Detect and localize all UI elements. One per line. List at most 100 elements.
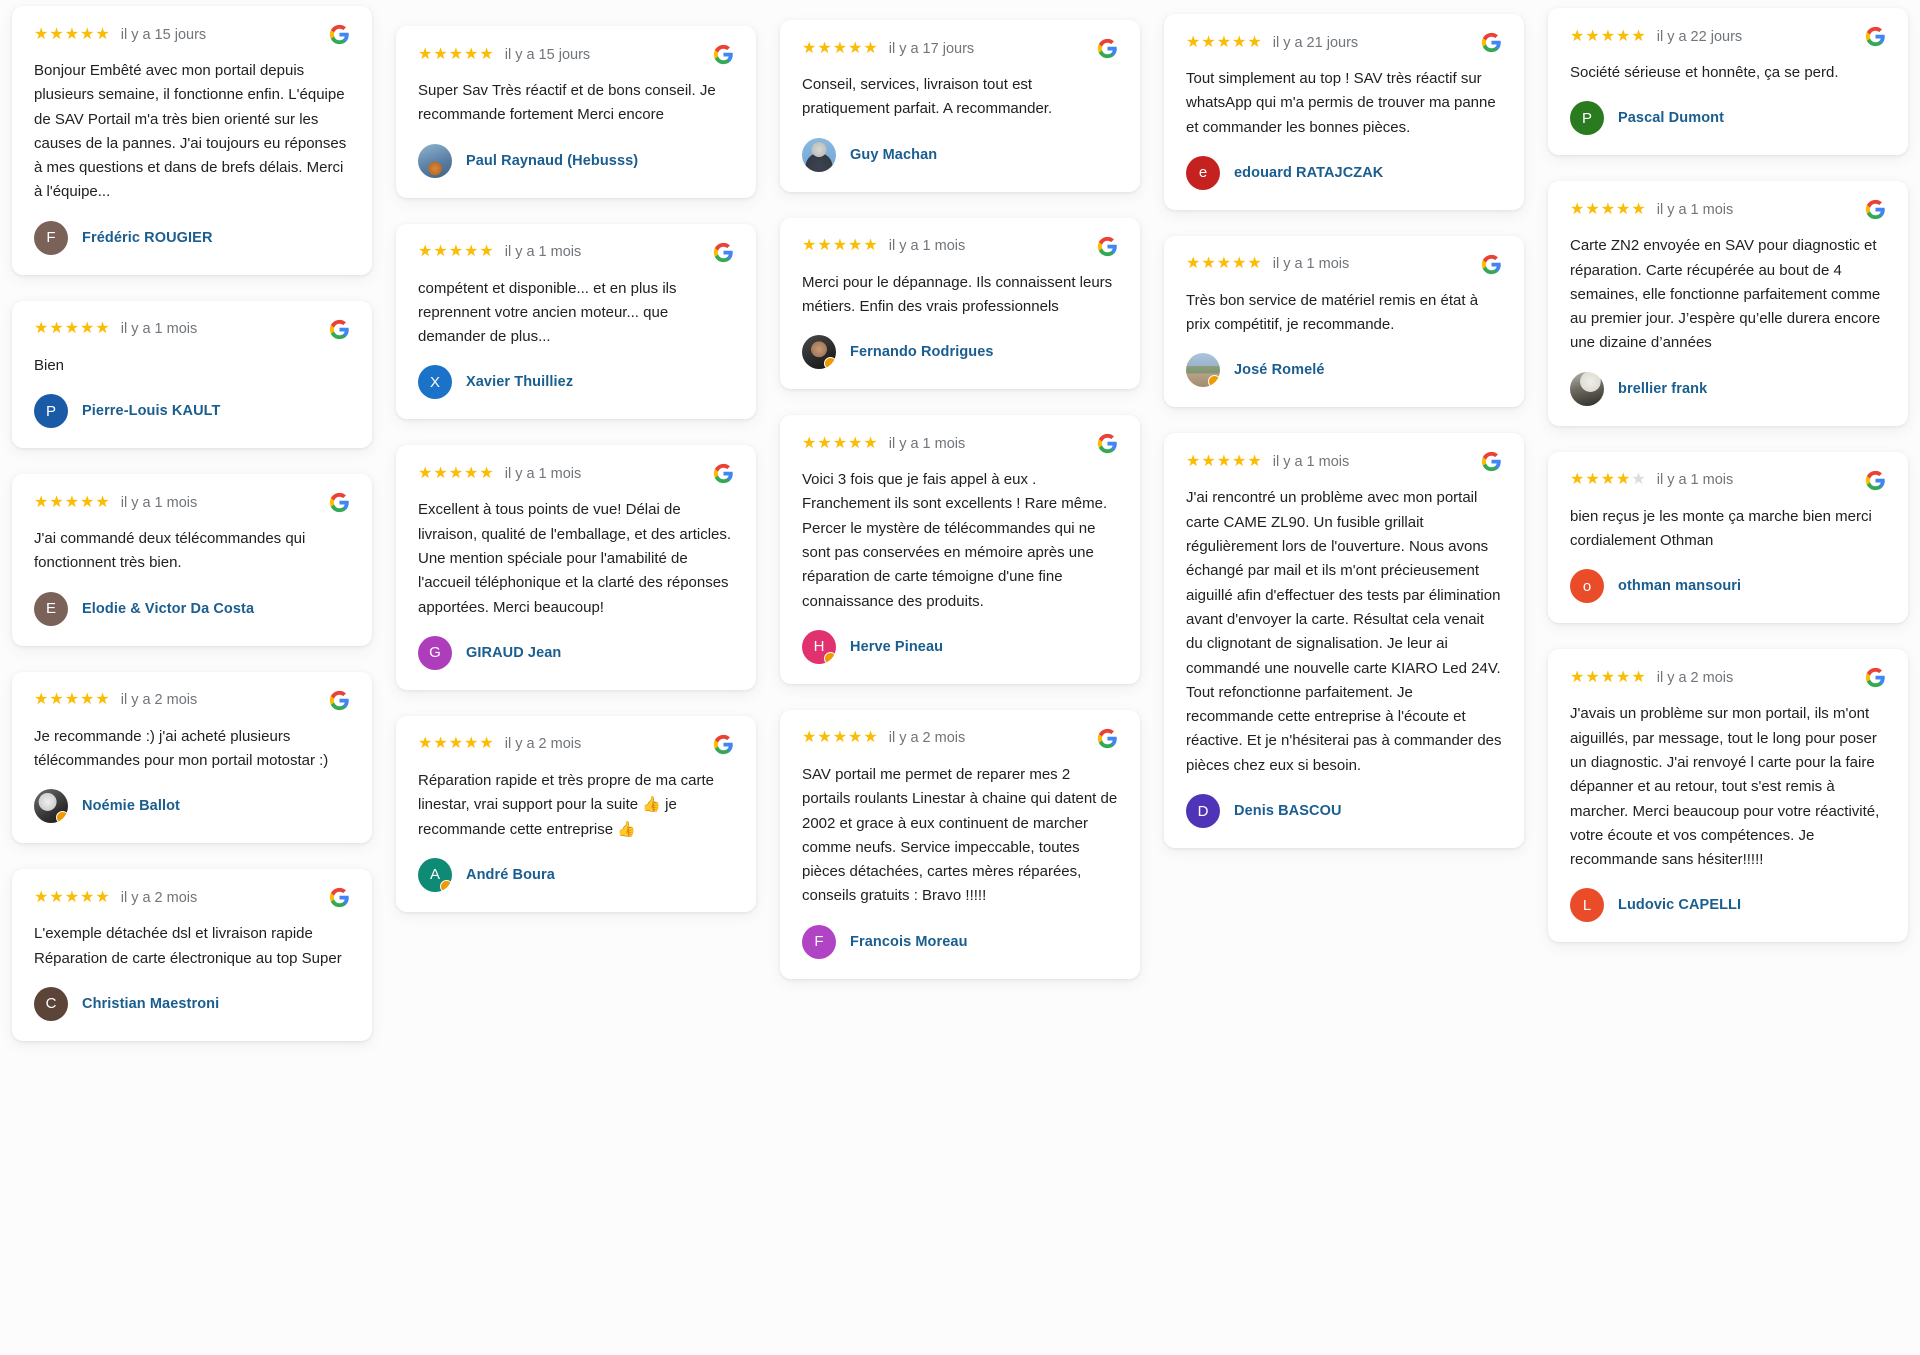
review-card-header: ★ ★ ★ ★ ★ il y a 2 mois bbox=[1570, 667, 1886, 688]
review-author[interactable]: o othman mansouri bbox=[1570, 569, 1886, 604]
review-author[interactable]: José Romelé bbox=[1186, 353, 1502, 388]
star-rating: ★ ★ ★ ★ ★ bbox=[802, 730, 878, 746]
review-card[interactable]: ★ ★ ★ ★ ★ il y a 15 jours Bonjour Embêté avec… bbox=[12, 6, 372, 275]
review-card[interactable]: ★ ★ ★ ★ ★ il y a 1 mois J'ai rencontré un pro… bbox=[1164, 433, 1524, 849]
google-icon bbox=[713, 44, 734, 65]
star-filled-icon: ★ bbox=[418, 464, 433, 482]
review-card[interactable]: ★ ★ ★ ★ ★ il y a 17 jours Conseil, services, … bbox=[780, 20, 1140, 192]
star-filled-icon: ★ bbox=[64, 493, 80, 511]
review-card[interactable]: ★ ★ ★ ★ ★ il y a 1 mois Voici 3 fois que je f… bbox=[780, 415, 1140, 684]
rating-and-date: ★ ★ ★ ★ ★ il y a 1 mois bbox=[802, 237, 965, 255]
review-card-header: ★ ★ ★ ★ ★ il y a 1 mois bbox=[418, 242, 734, 263]
review-date: il y a 1 mois bbox=[504, 465, 582, 482]
local-guide-badge-icon bbox=[824, 651, 836, 664]
google-icon bbox=[329, 492, 350, 513]
review-card[interactable]: ★ ★ ★ ★ ★ il y a 1 mois compétent et disponib… bbox=[396, 223, 756, 420]
star-filled-icon: ★ bbox=[832, 237, 848, 255]
review-author[interactable]: H Herve Pineau bbox=[802, 629, 1118, 664]
review-author[interactable]: E Elodie & Victor Da Costa bbox=[34, 591, 350, 626]
star-filled-icon: ★ bbox=[64, 25, 80, 43]
author-name[interactable]: Christian Maestroni bbox=[82, 995, 220, 1012]
author-name[interactable]: Denis BASCOU bbox=[1234, 803, 1342, 820]
review-card-header: ★ ★ ★ ★ ★ il y a 1 mois bbox=[802, 236, 1118, 257]
rating-and-date: ★ ★ ★ ★ ★ il y a 1 mois bbox=[1570, 201, 1733, 218]
review-author[interactable]: D Denis BASCOU bbox=[1186, 794, 1502, 829]
author-name[interactable]: André Boura bbox=[466, 866, 555, 883]
google-icon bbox=[1865, 470, 1886, 491]
review-date: il y a 1 mois bbox=[1272, 256, 1350, 273]
author-name[interactable]: edouard RATAJCZAK bbox=[1234, 164, 1384, 181]
review-author[interactable]: Paul Raynaud (Hebusss) bbox=[418, 143, 734, 178]
author-name[interactable]: Xavier Thuilliez bbox=[466, 374, 574, 391]
rating-and-date: ★ ★ ★ ★ ★ il y a 21 jours bbox=[1186, 34, 1358, 51]
review-date: il y a 1 mois bbox=[1272, 453, 1350, 470]
author-name[interactable]: Paul Raynaud (Hebusss) bbox=[466, 152, 639, 169]
author-name[interactable]: Pascal Dumont bbox=[1618, 110, 1725, 127]
review-card-header: ★ ★ ★ ★ ★ il y a 1 mois bbox=[1570, 470, 1886, 491]
review-author[interactable]: F Frédéric ROUGIER bbox=[34, 220, 350, 255]
author-name[interactable]: Pierre-Louis KAULT bbox=[82, 403, 221, 420]
review-author[interactable]: brellier frank bbox=[1570, 371, 1886, 406]
author-name[interactable]: Francois Moreau bbox=[850, 933, 968, 950]
rating-and-date: ★ ★ ★ ★ ★ il y a 2 mois bbox=[34, 692, 197, 709]
review-card[interactable]: ★ ★ ★ ★ ★ il y a 15 jours Super Sav Très réac… bbox=[396, 26, 756, 198]
review-author[interactable]: F Francois Moreau bbox=[802, 924, 1118, 959]
review-column-1: ★ ★ ★ ★ ★ il y a 15 jours Bonjour Embêté avec… bbox=[0, 6, 384, 1067]
author-name[interactable]: GIRAUD Jean bbox=[466, 644, 562, 661]
review-card[interactable]: ★ ★ ★ ★ ★ il y a 1 mois J'ai commandé deux té… bbox=[12, 474, 372, 646]
star-filled-icon: ★ bbox=[1616, 471, 1631, 489]
star-filled-icon: ★ bbox=[848, 729, 863, 747]
author-name[interactable]: brellier frank bbox=[1618, 380, 1708, 397]
review-author[interactable]: A André Boura bbox=[418, 857, 734, 892]
review-card[interactable]: ★ ★ ★ ★ ★ il y a 21 jours Tout simplement au … bbox=[1164, 14, 1524, 210]
review-author[interactable]: Guy Machan bbox=[802, 137, 1118, 172]
star-filled-icon: ★ bbox=[464, 243, 479, 261]
author-name[interactable]: Elodie & Victor Da Costa bbox=[82, 600, 255, 617]
author-name[interactable]: Ludovic CAPELLI bbox=[1618, 897, 1742, 914]
review-author[interactable]: P Pascal Dumont bbox=[1570, 101, 1886, 136]
star-filled-icon: ★ bbox=[1600, 27, 1616, 45]
review-author[interactable]: L Ludovic CAPELLI bbox=[1570, 888, 1886, 923]
review-author[interactable]: Noémie Ballot bbox=[34, 789, 350, 824]
google-icon bbox=[1865, 26, 1886, 47]
author-name[interactable]: José Romelé bbox=[1234, 362, 1325, 379]
review-card-header: ★ ★ ★ ★ ★ il y a 1 mois bbox=[1186, 254, 1502, 275]
author-name[interactable]: Fernando Rodrigues bbox=[850, 344, 994, 361]
review-card[interactable]: ★ ★ ★ ★ ★ il y a 2 mois L'exemple détachée ds… bbox=[12, 869, 372, 1041]
google-icon bbox=[1097, 236, 1118, 257]
author-name[interactable]: othman mansouri bbox=[1618, 578, 1742, 595]
author-name[interactable]: Herve Pineau bbox=[850, 638, 944, 655]
star-rating: ★ ★ ★ ★ ★ bbox=[34, 25, 110, 43]
author-name[interactable]: Noémie Ballot bbox=[82, 798, 180, 815]
review-author[interactable]: G GIRAUD Jean bbox=[418, 635, 734, 670]
review-card-header: ★ ★ ★ ★ ★ il y a 15 jours bbox=[418, 44, 734, 65]
review-author[interactable]: e edouard RATAJCZAK bbox=[1186, 155, 1502, 190]
review-card[interactable]: ★ ★ ★ ★ ★ il y a 1 mois bien reçus je les mon… bbox=[1548, 451, 1908, 624]
review-author[interactable]: X Xavier Thuilliez bbox=[418, 365, 734, 400]
review-card[interactable]: ★ ★ ★ ★ ★ il y a 1 mois Excellent à tous poin… bbox=[396, 445, 756, 690]
review-card[interactable]: ★ ★ ★ ★ ★ il y a 2 mois Réparation rapide et … bbox=[396, 715, 756, 912]
avatar bbox=[418, 143, 452, 178]
review-author[interactable]: Fernando Rodrigues bbox=[802, 335, 1118, 370]
author-name[interactable]: Guy Machan bbox=[850, 146, 938, 163]
star-filled-icon: ★ bbox=[802, 39, 817, 57]
avatar: A bbox=[418, 857, 452, 892]
review-date: il y a 22 jours bbox=[1656, 28, 1743, 45]
review-card[interactable]: ★ ★ ★ ★ ★ il y a 22 jours Société sérieuse et… bbox=[1548, 8, 1908, 156]
author-name[interactable]: Frédéric ROUGIER bbox=[82, 229, 213, 246]
review-card[interactable]: ★ ★ ★ ★ ★ il y a 1 mois Très bon service de m… bbox=[1164, 235, 1524, 408]
review-card[interactable]: ★ ★ ★ ★ ★ il y a 2 mois SAV portail me permet… bbox=[780, 709, 1140, 979]
star-filled-icon: ★ bbox=[802, 434, 817, 452]
review-card[interactable]: ★ ★ ★ ★ ★ il y a 2 mois Je recommande :) j'ai… bbox=[12, 671, 372, 844]
review-card[interactable]: ★ ★ ★ ★ ★ il y a 2 mois J'avais un problème s… bbox=[1548, 649, 1908, 943]
google-icon bbox=[329, 24, 350, 45]
star-filled-icon: ★ bbox=[80, 25, 95, 43]
review-card[interactable]: ★ ★ ★ ★ ★ il y a 1 mois Merci pour le dépanna… bbox=[780, 217, 1140, 390]
review-text: Carte ZN2 envoyée en SAV pour diagnostic… bbox=[1570, 237, 1881, 352]
review-card[interactable]: ★ ★ ★ ★ ★ il y a 1 mois Carte ZN2 envoyée en … bbox=[1548, 181, 1908, 426]
review-text: Société sérieuse et honnête, ça se perd. bbox=[1570, 64, 1839, 81]
review-author[interactable]: P Pierre-Louis KAULT bbox=[34, 394, 350, 429]
review-card[interactable]: ★ ★ ★ ★ ★ il y a 1 mois Bien P Pierre-Louis KAU… bbox=[12, 300, 372, 449]
star-filled-icon: ★ bbox=[1186, 452, 1201, 470]
review-author[interactable]: C Christian Maestroni bbox=[34, 986, 350, 1021]
